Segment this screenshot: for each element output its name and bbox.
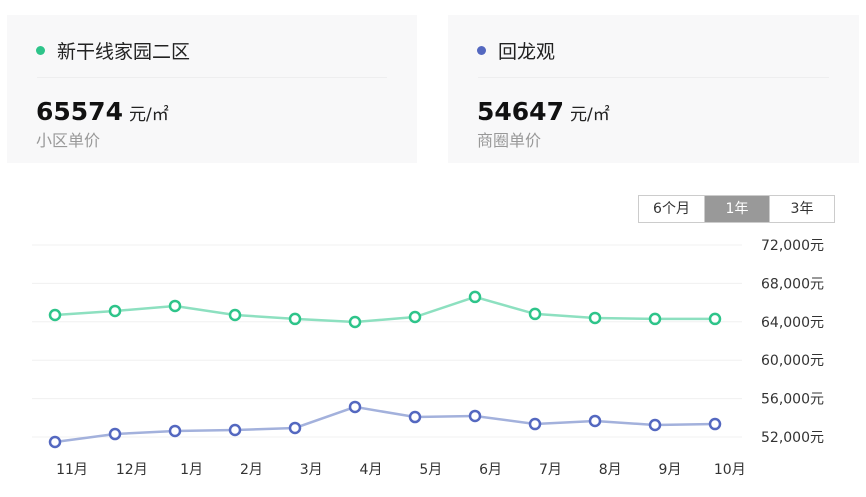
community-legend-dot-icon [36,46,45,55]
tab-6-months[interactable]: 6个月 [639,196,704,222]
time-range-selector: 6个月 1年 3年 [638,195,835,223]
district-legend-dot-icon [477,46,486,55]
district-name: 回龙观 [498,41,556,63]
x-tick-label: 7月 [539,462,562,478]
data-point[interactable] [168,424,182,438]
data-point[interactable] [588,414,602,428]
divider [37,77,387,78]
y-tick-label: 52,000元 [761,430,824,446]
x-axis-labels: 11月 12月 1月 2月 3月 4月 5月 6月 7月 8月 9月 10月 [56,462,746,478]
y-tick-label: 56,000元 [761,392,824,408]
tab-1-year[interactable]: 1年 [704,196,769,222]
data-point[interactable] [108,304,122,318]
data-point[interactable] [228,423,242,437]
y-tick-label: 64,000元 [761,315,824,331]
y-tick-label: 60,000元 [761,353,824,369]
district-price-unit: 元/㎡ [569,105,610,125]
x-tick-label: 10月 [714,462,746,478]
data-point[interactable] [708,312,722,326]
x-tick-label: 8月 [599,462,622,478]
data-point[interactable] [48,435,62,449]
y-tick-label: 72,000元 [761,238,824,254]
community-price-label: 小区单价 [36,131,101,150]
data-point[interactable] [48,308,62,322]
data-point[interactable] [528,307,542,321]
x-tick-label: 2月 [240,462,263,478]
chart-gridlines [32,244,742,438]
community-price-unit: 元/㎡ [128,105,169,125]
community-name: 新干线家园二区 [57,41,191,63]
district-price: 54647 [477,97,564,126]
data-point[interactable] [348,315,362,329]
x-tick-label: 4月 [360,462,383,478]
tab-3-years[interactable]: 3年 [769,196,834,222]
data-point[interactable] [648,312,662,326]
chart-series [48,290,722,449]
x-tick-label: 9月 [659,462,682,478]
data-point[interactable] [168,299,182,313]
series-line [54,405,716,444]
price-trend-chart: 72,000元 68,000元 64,000元 60,000元 56,000元 52,00… [32,238,824,478]
x-tick-label: 11月 [56,462,88,478]
divider [478,77,829,78]
series-line [54,295,715,324]
x-tick-label: 6月 [479,462,502,478]
data-point[interactable] [708,417,722,431]
x-tick-label: 1月 [180,462,203,478]
data-point[interactable] [288,421,302,435]
data-point[interactable] [288,312,302,326]
data-point[interactable] [348,400,362,414]
y-tick-label: 68,000元 [761,276,824,292]
district-price-label: 商圈单价 [477,131,542,150]
community-price: 65574 [36,97,123,126]
data-point[interactable] [588,311,602,325]
y-axis-labels: 72,000元 68,000元 64,000元 60,000元 56,000元 52,00… [761,238,824,446]
data-point[interactable] [468,290,482,304]
data-point[interactable] [408,410,422,424]
x-tick-label: 12月 [116,462,148,478]
data-point[interactable] [528,417,542,431]
data-point[interactable] [648,418,662,432]
data-point[interactable] [228,308,242,322]
x-tick-label: 5月 [419,462,442,478]
data-point[interactable] [468,409,482,423]
community-price-card: 新干线家园二区 65574 元/㎡ 小区单价 [7,15,417,163]
district-price-card: 回龙观 54647 元/㎡ 商圈单价 [448,15,859,163]
data-point[interactable] [108,427,122,441]
x-tick-label: 3月 [300,462,323,478]
data-point[interactable] [408,310,422,324]
